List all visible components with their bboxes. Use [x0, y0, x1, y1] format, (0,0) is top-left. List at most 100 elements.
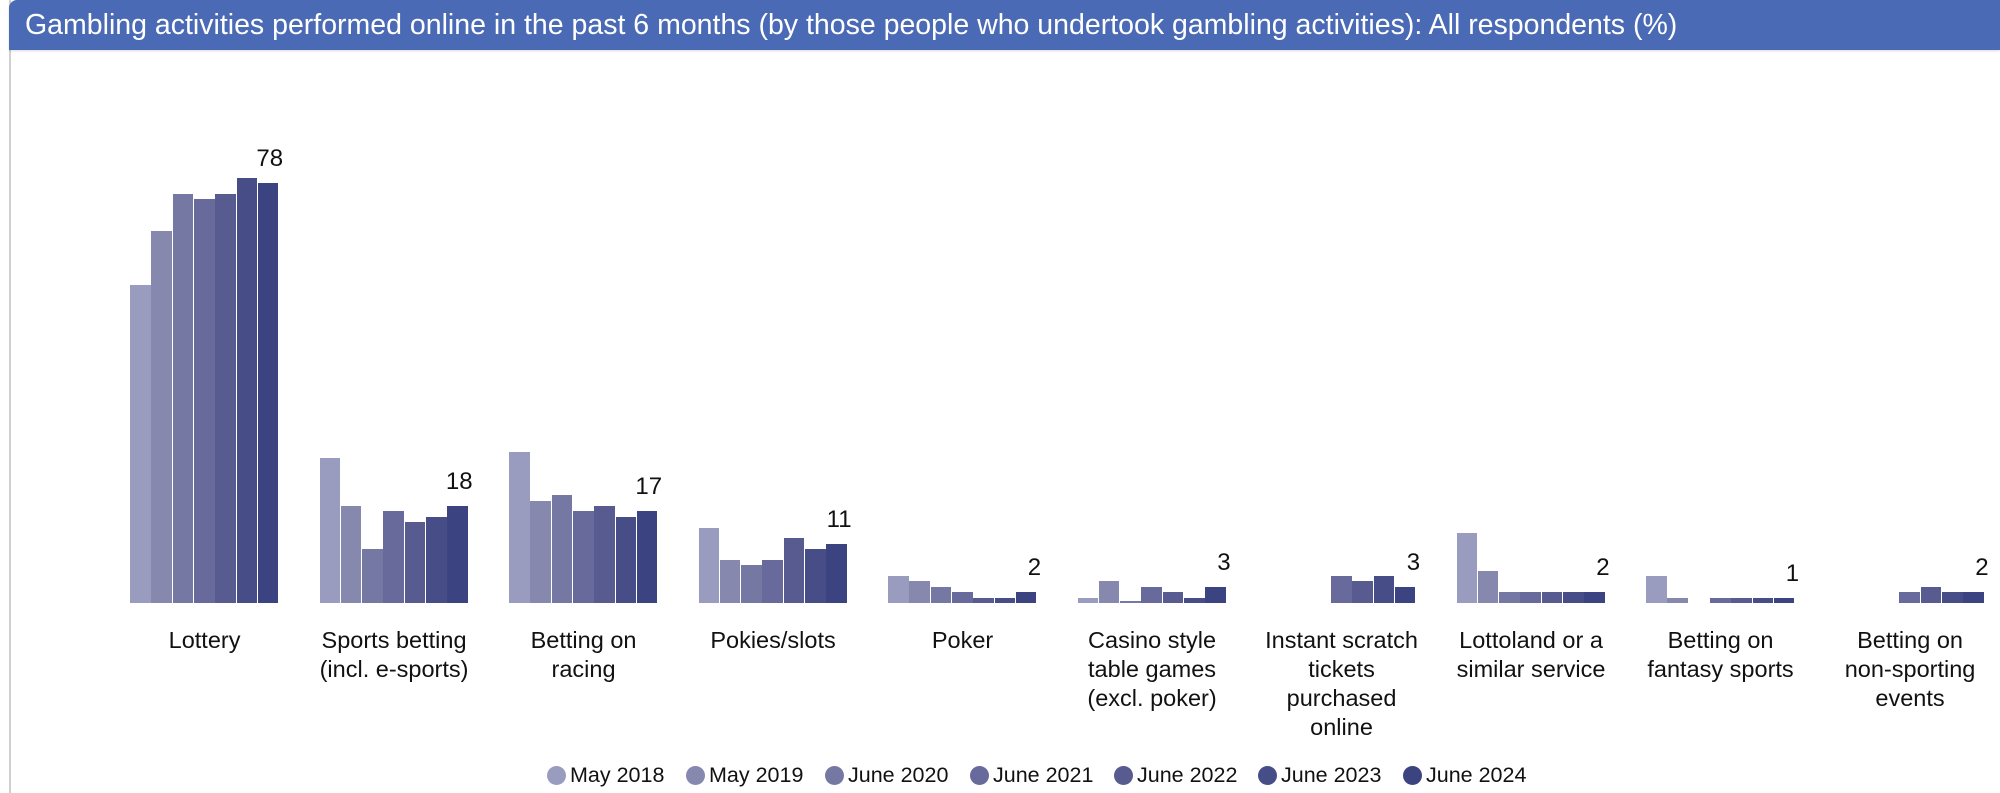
category-label-line: similar service — [1456, 656, 1606, 682]
bar — [447, 506, 468, 603]
bar — [319, 457, 341, 603]
bar — [362, 549, 383, 603]
bar — [762, 559, 784, 603]
category-label: Casino style table games (excl. poker) — [1057, 626, 1247, 713]
bar — [930, 586, 952, 603]
category-label-line: Betting on — [1857, 627, 1963, 653]
bar — [383, 511, 405, 603]
data-value-label: 18 — [445, 468, 473, 496]
bar — [551, 495, 573, 603]
bar — [888, 576, 909, 603]
chart-frame — [9, 0, 2000, 793]
category-label-line: Betting on — [1667, 627, 1774, 653]
data-value-label: 2 — [1596, 554, 1610, 582]
bar — [994, 597, 1016, 603]
legend-item[interactable]: June 2022 — [1114, 762, 1237, 788]
bar — [215, 193, 236, 603]
legend-item[interactable]: June 2020 — [825, 762, 948, 788]
legend-circle-icon — [547, 765, 566, 785]
data-value-label: 3 — [1217, 548, 1231, 576]
bar — [951, 592, 973, 603]
legend-item[interactable]: May 2018 — [547, 762, 664, 788]
bar — [1120, 601, 1141, 603]
category-label: Sports betting (incl. e-sports) — [299, 626, 489, 684]
category-label-line: (excl. poker) — [1087, 685, 1217, 711]
category-label: Pokies/slots — [678, 626, 868, 655]
bar — [805, 549, 826, 603]
category-label-line: table games — [1088, 656, 1217, 682]
category-label-line: Sports betting — [321, 627, 467, 653]
bar — [1330, 576, 1352, 603]
bar — [1942, 592, 1963, 603]
bar — [193, 199, 215, 603]
bar — [1373, 576, 1395, 603]
category-label-line: Lottoland or a — [1459, 627, 1603, 653]
legend-item[interactable]: June 2021 — [970, 762, 1093, 788]
bar — [530, 500, 551, 603]
bar — [783, 538, 805, 603]
bar — [1098, 581, 1120, 603]
bar — [509, 452, 530, 603]
legend-label: May 2018 — [570, 762, 665, 787]
category-label-line: tickets — [1308, 656, 1375, 682]
bar — [826, 543, 847, 603]
bar — [572, 511, 594, 603]
bar — [151, 231, 172, 603]
bar — [1752, 597, 1774, 603]
legend-item[interactable]: May 2019 — [686, 762, 803, 788]
bar — [1141, 586, 1163, 603]
category-label-line: (incl. e-sports) — [319, 656, 469, 682]
legend-item[interactable]: June 2023 — [1258, 762, 1381, 788]
chart-legend: May 2018 May 2019 June 2020 June 2021 June 2… — [0, 762, 2000, 792]
category-label: Poker — [868, 626, 1058, 655]
bar — [257, 182, 279, 603]
bar — [1520, 592, 1542, 603]
legend-label: June 2023 — [1281, 762, 1382, 787]
category-label: Betting on fantasy sports — [1626, 626, 1816, 684]
bar — [973, 597, 994, 603]
bar — [1920, 586, 1942, 603]
category-label: Instant scratch tickets purchased online — [1247, 626, 1437, 742]
bar — [1077, 597, 1099, 603]
bar — [1709, 597, 1731, 603]
data-value-label: 17 — [635, 473, 663, 501]
data-value-label: 78 — [256, 144, 284, 172]
category-label-line: Pokies/slots — [710, 627, 836, 653]
bar — [1477, 570, 1499, 603]
data-value-label: 3 — [1406, 548, 1421, 576]
category-label-line: fantasy sports — [1647, 656, 1794, 682]
category-label-line: Instant scratch — [1265, 627, 1418, 653]
legend-circle-icon — [970, 765, 989, 785]
bar — [698, 527, 720, 603]
bar — [130, 285, 151, 603]
bar — [1646, 576, 1667, 603]
legend-label: June 2021 — [993, 762, 1094, 787]
legend-label: June 2020 — [848, 762, 949, 787]
bar — [1963, 592, 1984, 603]
category-label-line: Poker — [931, 627, 994, 653]
legend-circle-icon — [686, 765, 705, 785]
data-value-label: 1 — [1785, 559, 1800, 587]
data-value-label: 2 — [1975, 554, 1989, 582]
data-value-label: 2 — [1027, 554, 1042, 582]
bar — [615, 516, 637, 603]
bar — [172, 193, 194, 603]
bar — [1015, 592, 1037, 603]
legend-circle-icon — [1114, 765, 1133, 785]
bar — [340, 506, 362, 603]
category-label: Lottoland or a similar service — [1436, 626, 1626, 684]
legend-circle-icon — [825, 765, 844, 785]
bar — [1773, 597, 1795, 603]
bar — [1667, 597, 1688, 603]
legend-label: June 2022 — [1137, 762, 1238, 787]
data-value-label: 11 — [826, 505, 852, 533]
bar — [1184, 597, 1205, 603]
bar — [636, 511, 658, 603]
bar — [1584, 592, 1605, 603]
legend-circle-icon — [1258, 765, 1277, 785]
category-label-line: events — [1875, 685, 1945, 711]
legend-item[interactable]: June 2024 — [1403, 762, 1526, 788]
bar — [1456, 532, 1478, 603]
bar — [404, 522, 426, 603]
